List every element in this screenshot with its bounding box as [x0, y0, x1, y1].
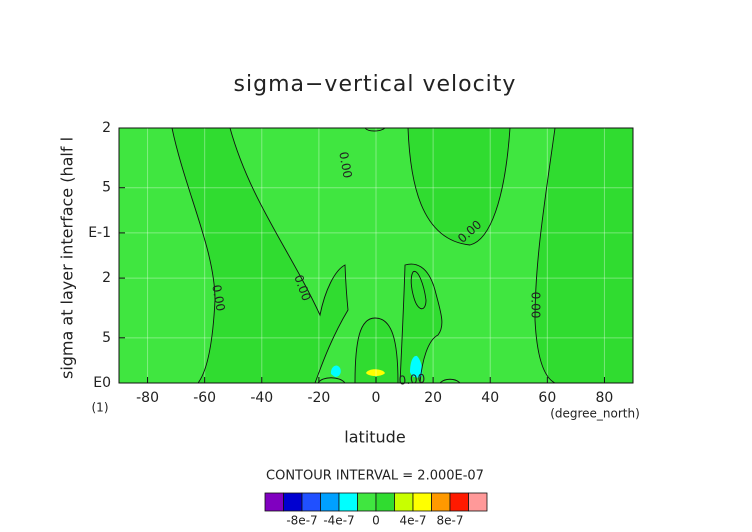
contour-line [229, 127, 349, 384]
contour-line [399, 263, 443, 384]
colorbar-box [338, 492, 358, 512]
contour-line [534, 127, 556, 384]
contour-line [317, 377, 461, 384]
colorbar-box [301, 492, 321, 512]
colorbar-box [375, 492, 395, 512]
x-tick-label: -80 [136, 390, 159, 406]
y-tick-label: 5 [102, 180, 111, 196]
colorbar-box [320, 492, 340, 512]
contour-label: 0.00 [529, 292, 543, 319]
contour-label: 0.00 [336, 151, 354, 180]
y-tick-label: 2 [102, 270, 111, 286]
contour-interval: CONTOUR INTERVAL = 2.000E-07 [266, 469, 484, 484]
colorbar-box [357, 492, 377, 512]
field-region [400, 264, 442, 383]
field-region [172, 128, 348, 383]
contour-line [407, 127, 511, 246]
y-tick-label: 2 [102, 120, 111, 136]
colorbar-box [412, 492, 432, 512]
contour-label: 0.00 [398, 371, 426, 387]
colorbar-box [283, 492, 303, 512]
chart-title: sigma−vertical velocity [234, 72, 517, 97]
colorbar-box [394, 492, 414, 512]
x-tick-label: 20 [424, 390, 442, 406]
y-tick-label: E-1 [88, 225, 111, 241]
contour-line [364, 127, 386, 132]
x-tick-label: 80 [596, 390, 614, 406]
colorbar-box [468, 492, 488, 512]
plot-frame [118, 127, 634, 384]
field-region [366, 369, 385, 376]
y-tick-label: E0 [93, 375, 111, 391]
field-region [330, 365, 341, 377]
colorbar-tick-label: -4e-7 [323, 514, 354, 528]
colorbar-tick-label: 0 [372, 514, 380, 528]
field-region [410, 355, 423, 378]
colorbar-tick-label: -8e-7 [286, 514, 317, 528]
contour-label: 0.00 [209, 284, 227, 313]
contour-line [171, 127, 216, 384]
field-region [355, 318, 398, 383]
contour-line [410, 270, 427, 310]
colorbar-tick-label: 8e-7 [437, 514, 464, 528]
field-region [535, 128, 633, 383]
colorbar-box [264, 492, 284, 512]
x-tick-label: 60 [538, 390, 556, 406]
x-axis-label: latitude [344, 428, 405, 447]
field-region [408, 128, 510, 245]
colorbar-box [449, 492, 469, 512]
x-tick-label: -40 [250, 390, 273, 406]
x-tick-label: -20 [307, 390, 330, 406]
colorbar-tick-label: 4e-7 [400, 514, 427, 528]
y-tick-label: 5 [102, 330, 111, 346]
x-tick-label: 40 [481, 390, 499, 406]
x-units: (degree_north) [550, 407, 640, 421]
x-tick-label: -60 [193, 390, 216, 406]
x-tick-label: 0 [372, 390, 381, 406]
y-units: (1) [92, 401, 109, 415]
contour-line [354, 317, 399, 384]
colorbar-box [431, 492, 451, 512]
y-axis-label: sigma at layer interface (half l [58, 137, 77, 379]
